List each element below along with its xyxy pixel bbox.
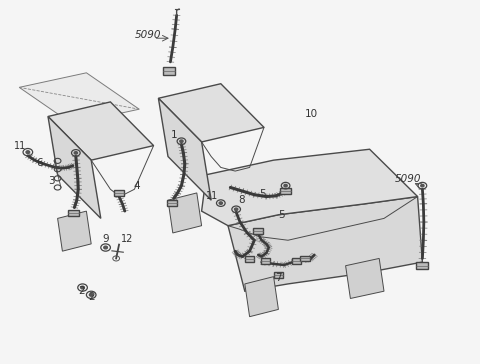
- Circle shape: [219, 202, 222, 204]
- Text: 7: 7: [275, 273, 282, 283]
- Polygon shape: [68, 210, 79, 216]
- Text: 10: 10: [305, 109, 318, 119]
- Text: 11: 11: [14, 141, 27, 151]
- Polygon shape: [261, 258, 270, 264]
- Text: 5: 5: [278, 210, 285, 220]
- Polygon shape: [167, 200, 177, 206]
- Polygon shape: [158, 98, 211, 200]
- Polygon shape: [114, 190, 124, 196]
- Polygon shape: [228, 197, 422, 291]
- Circle shape: [74, 152, 77, 154]
- Polygon shape: [163, 67, 175, 75]
- Circle shape: [180, 140, 183, 142]
- Text: 12: 12: [121, 234, 133, 244]
- Polygon shape: [158, 84, 264, 142]
- Text: 5090: 5090: [395, 174, 421, 184]
- Polygon shape: [19, 73, 139, 124]
- Polygon shape: [245, 277, 278, 317]
- Circle shape: [26, 151, 30, 154]
- Text: 3: 3: [48, 176, 55, 186]
- Text: 2: 2: [78, 286, 85, 296]
- Circle shape: [89, 293, 93, 296]
- Polygon shape: [58, 211, 91, 251]
- Polygon shape: [48, 116, 101, 218]
- Text: 8: 8: [239, 195, 245, 205]
- Text: 2: 2: [88, 292, 95, 302]
- Polygon shape: [245, 256, 254, 262]
- Polygon shape: [48, 102, 154, 160]
- Polygon shape: [300, 256, 310, 261]
- Circle shape: [81, 286, 84, 289]
- Text: 1: 1: [170, 130, 177, 139]
- Polygon shape: [253, 228, 263, 234]
- Text: 6: 6: [36, 158, 43, 167]
- Polygon shape: [346, 258, 384, 298]
- Circle shape: [284, 185, 287, 187]
- Circle shape: [104, 246, 108, 249]
- Text: 4: 4: [133, 181, 140, 190]
- Polygon shape: [168, 193, 202, 233]
- Text: 11: 11: [206, 191, 219, 201]
- Circle shape: [421, 185, 424, 187]
- Polygon shape: [292, 258, 301, 264]
- Polygon shape: [417, 262, 428, 269]
- Text: 5090: 5090: [134, 30, 161, 40]
- Polygon shape: [280, 188, 291, 194]
- Text: 5: 5: [259, 189, 266, 198]
- Text: 9: 9: [102, 234, 109, 244]
- Polygon shape: [202, 149, 418, 226]
- Polygon shape: [274, 272, 283, 278]
- Circle shape: [235, 208, 238, 210]
